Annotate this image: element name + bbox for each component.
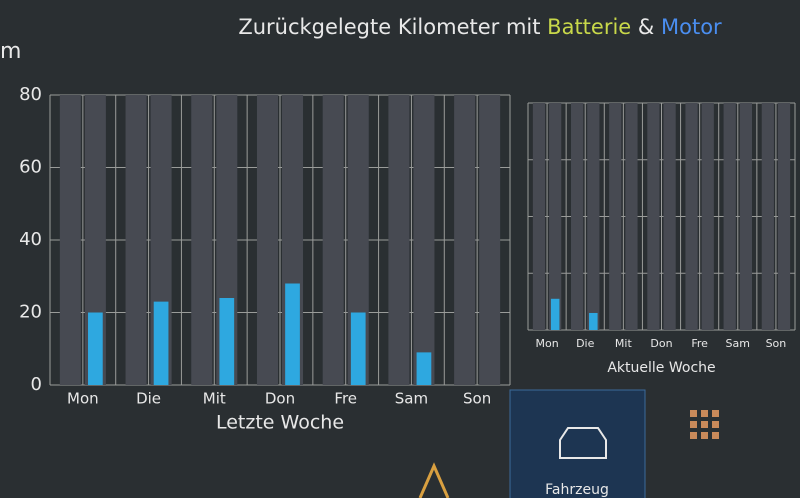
y-tick-label: 40 — [19, 229, 42, 250]
x-axis-label: Letzte Woche — [216, 412, 344, 434]
bar-track — [322, 95, 344, 385]
bar — [416, 352, 432, 385]
bar-track — [609, 103, 622, 330]
title-legend-battery: Batterie — [547, 15, 631, 39]
y-tick-label: 20 — [19, 302, 42, 323]
bar-track — [413, 95, 435, 385]
bar-track — [739, 103, 752, 330]
nav-label[interactable]: Fahrzeug — [545, 482, 609, 498]
bar-track — [685, 103, 698, 330]
bar-track — [625, 103, 638, 330]
title: Zurückgelegte Kilometer mit Batterie & M… — [238, 15, 722, 39]
x-tick-label: Mit — [615, 337, 633, 350]
x-tick-label: Don — [265, 390, 295, 408]
x-axis-label: Aktuelle Woche — [607, 360, 715, 376]
x-tick-label: Sam — [726, 337, 750, 350]
title-legend-motor: Motor — [661, 15, 722, 39]
bar-track — [723, 103, 736, 330]
x-tick-label: Fre — [334, 390, 357, 408]
bar-track — [479, 95, 501, 385]
x-tick-label: Mon — [535, 337, 558, 350]
x-tick-label: Fre — [691, 337, 708, 350]
y-tick-label: 0 — [31, 374, 42, 395]
title-joiner: & — [638, 15, 654, 39]
bar-track — [587, 103, 600, 330]
bar-track — [777, 103, 791, 330]
bar-track — [663, 103, 676, 330]
bar-track — [59, 95, 81, 385]
bar-track — [701, 103, 714, 330]
bar — [350, 312, 366, 385]
warning-icon[interactable] — [418, 462, 450, 498]
apps-icon[interactable] — [690, 410, 719, 439]
y-tick-label: 80 — [19, 84, 42, 105]
x-tick-label: Die — [136, 390, 161, 408]
bar — [153, 301, 169, 385]
y-tick-label: 60 — [19, 157, 42, 178]
x-tick-label: Mit — [203, 390, 226, 408]
bar — [219, 298, 235, 385]
bar-track — [191, 95, 213, 385]
x-tick-label: Die — [576, 337, 595, 350]
x-tick-label: Sam — [395, 390, 428, 408]
bar-track — [454, 95, 476, 385]
x-tick-label: Mon — [67, 390, 99, 408]
bar-track — [549, 103, 562, 330]
bar-track — [388, 95, 410, 385]
unit-label: m — [0, 39, 21, 64]
bar — [285, 283, 300, 385]
bar — [550, 298, 560, 330]
title-text: Zurückgelegte Kilometer mit — [238, 15, 540, 39]
bar — [88, 312, 103, 385]
x-tick-label: Don — [650, 337, 672, 350]
nav-tile-active[interactable] — [509, 389, 646, 498]
bar-track — [571, 103, 584, 330]
bar-track — [256, 95, 278, 385]
x-tick-label: Son — [766, 337, 787, 350]
car-icon — [559, 427, 607, 459]
bar-track — [125, 95, 147, 385]
bar — [589, 312, 598, 330]
bar-track — [647, 103, 660, 330]
bar-track — [532, 103, 546, 330]
bar-track — [761, 103, 774, 330]
x-tick-label: Son — [463, 390, 491, 408]
